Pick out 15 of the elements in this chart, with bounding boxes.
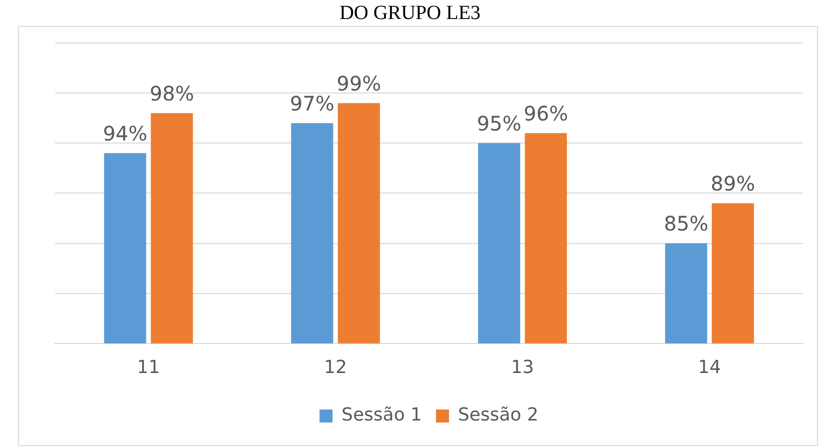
legend-label: Sessão 2 <box>458 404 538 426</box>
data-label: 99% <box>336 71 382 96</box>
x-tick-label: 13 <box>511 356 534 378</box>
data-label: 95% <box>476 111 522 136</box>
data-label: 98% <box>150 81 194 106</box>
data-label: 89% <box>710 171 756 196</box>
data-label: 85% <box>664 211 708 236</box>
data-label: 97% <box>290 91 334 116</box>
legend-label: Sessão 1 <box>342 404 422 426</box>
x-tick-label: 12 <box>324 356 347 378</box>
chart-title: DO GRUPO LE3 <box>338 2 482 25</box>
data-label: 94% <box>102 121 148 146</box>
data-label: 96% <box>524 101 568 126</box>
x-tick-label: 14 <box>698 356 721 378</box>
x-tick-label: 11 <box>137 356 160 378</box>
